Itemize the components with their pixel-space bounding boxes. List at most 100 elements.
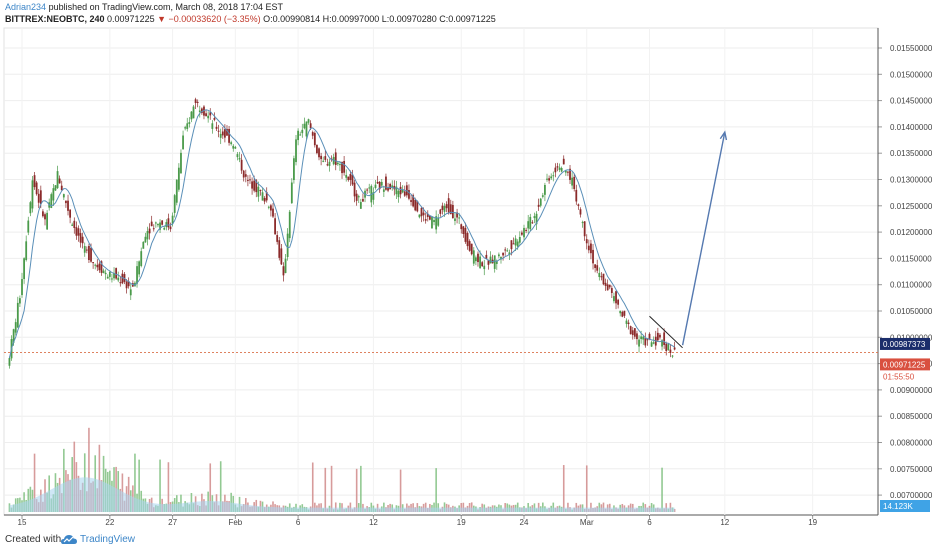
x-tick-label: 27 bbox=[168, 518, 177, 527]
candle-body bbox=[585, 239, 588, 244]
candle bbox=[600, 272, 603, 281]
candle-body bbox=[420, 207, 423, 217]
candle-body bbox=[569, 168, 571, 180]
candle-body bbox=[521, 232, 523, 235]
candle bbox=[175, 179, 178, 206]
x-tick-label: 12 bbox=[369, 518, 378, 527]
candle-body bbox=[495, 260, 498, 264]
volume-label: 14.123K bbox=[880, 500, 930, 512]
candle-body bbox=[562, 158, 565, 165]
candle bbox=[25, 235, 28, 262]
candle bbox=[290, 178, 293, 204]
candle bbox=[54, 185, 57, 191]
candle bbox=[98, 261, 101, 273]
volume-bar bbox=[669, 502, 672, 512]
candle bbox=[339, 161, 341, 171]
candle-body bbox=[228, 128, 230, 143]
candle bbox=[265, 187, 268, 203]
candle bbox=[341, 161, 343, 179]
candle bbox=[623, 310, 626, 318]
candle bbox=[240, 154, 243, 174]
candle bbox=[142, 241, 145, 249]
candle-body bbox=[221, 131, 224, 136]
candle bbox=[127, 277, 130, 289]
candle-body bbox=[468, 241, 471, 251]
volume-bar bbox=[590, 502, 592, 512]
candle-body bbox=[288, 211, 291, 239]
candle bbox=[539, 197, 542, 208]
candle bbox=[569, 164, 571, 184]
candle bbox=[223, 124, 226, 143]
candle-body bbox=[272, 208, 274, 217]
candle-body bbox=[286, 233, 289, 258]
candle-body bbox=[278, 240, 281, 258]
candle-body bbox=[508, 252, 511, 255]
candle bbox=[188, 117, 191, 128]
candle bbox=[192, 105, 195, 119]
candle bbox=[414, 197, 417, 212]
candle-body bbox=[196, 101, 199, 103]
candle-body bbox=[347, 176, 350, 181]
candle-body bbox=[665, 343, 668, 351]
candle bbox=[581, 220, 584, 228]
candle bbox=[483, 259, 486, 276]
candle-body bbox=[594, 264, 597, 268]
chart-header: Adrian234 published on TradingView.com, … bbox=[0, 0, 932, 26]
volume-bar bbox=[567, 502, 569, 512]
candle bbox=[106, 274, 109, 279]
candle bbox=[439, 208, 442, 217]
candle-body bbox=[598, 272, 601, 278]
candle bbox=[198, 105, 201, 118]
candle-body bbox=[334, 152, 337, 165]
candle-body bbox=[564, 170, 567, 173]
volume-bar bbox=[598, 502, 601, 512]
candle bbox=[353, 179, 356, 203]
candle-body bbox=[636, 333, 638, 340]
candle-body bbox=[537, 204, 540, 207]
volume-bar bbox=[324, 467, 327, 512]
candle bbox=[313, 131, 316, 148]
candle bbox=[295, 134, 297, 166]
candle-body bbox=[249, 179, 251, 181]
candle-body bbox=[573, 176, 576, 190]
candle-body bbox=[357, 196, 360, 198]
candle bbox=[366, 187, 369, 195]
candle bbox=[345, 169, 348, 182]
price-chart[interactable]: 0.01550000 0.01500000 0.01450000 0.01400000… bbox=[0, 0, 932, 530]
candle-body bbox=[29, 202, 32, 214]
candle bbox=[382, 185, 385, 198]
candle-body bbox=[541, 195, 544, 197]
candle-body bbox=[502, 252, 504, 256]
candle bbox=[152, 224, 155, 232]
candle bbox=[301, 123, 304, 138]
candle bbox=[642, 335, 645, 346]
tradingview-brand[interactable]: TradingView bbox=[80, 534, 136, 545]
candle-body bbox=[399, 186, 402, 195]
candle-body bbox=[267, 206, 270, 208]
candle bbox=[102, 268, 105, 274]
candle bbox=[299, 131, 302, 136]
candle bbox=[368, 183, 371, 194]
candle bbox=[498, 252, 500, 259]
candle-body bbox=[410, 200, 412, 202]
candle-body bbox=[514, 238, 517, 246]
candle-body bbox=[529, 216, 532, 230]
candle bbox=[493, 255, 496, 273]
candle bbox=[671, 355, 674, 359]
candle bbox=[585, 234, 588, 250]
candle-body bbox=[77, 228, 80, 236]
candle-body bbox=[416, 201, 419, 212]
candle bbox=[244, 169, 247, 183]
candle bbox=[115, 267, 118, 280]
candle bbox=[638, 335, 640, 353]
candle-body bbox=[125, 281, 128, 289]
candle-body bbox=[477, 253, 479, 263]
candle bbox=[558, 163, 561, 173]
author-link[interactable]: Adrian234 bbox=[5, 2, 47, 12]
candle-body bbox=[431, 217, 433, 229]
candle bbox=[481, 260, 484, 268]
candle bbox=[326, 158, 329, 167]
candle bbox=[257, 181, 260, 202]
candle bbox=[219, 128, 222, 145]
candle-body bbox=[466, 232, 469, 247]
